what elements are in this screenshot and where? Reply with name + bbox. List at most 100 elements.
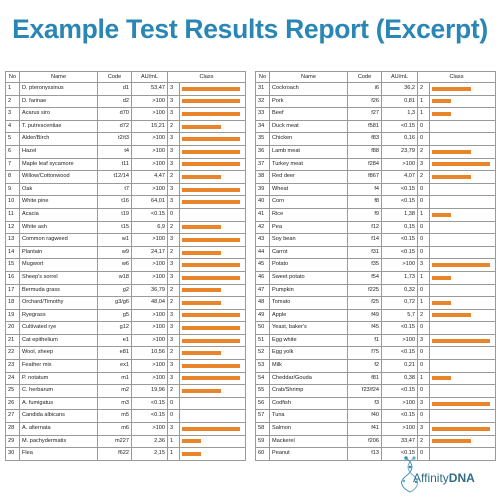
class-bar [182,275,240,280]
row-number: 5 [5,132,20,146]
class-value: 1 [417,296,430,310]
row-number: 54 [255,371,270,386]
row-number: 55 [255,384,270,398]
allergen-name: Willow/Cottonwood [19,170,98,184]
allergen-name: Apple [269,308,348,323]
au-value: >100 [131,157,168,172]
allergen-name: M. pachydermatis [19,434,98,449]
row-number: 50 [255,321,270,335]
row-number: 15 [5,258,20,272]
column-header-au: AU/mL [131,71,168,83]
au-value: 19,96 [131,384,168,398]
allergen-code: f83 [347,132,382,146]
class-value: 3 [167,308,180,323]
au-value: 24,17 [131,245,168,260]
au-value: 0,72 [381,296,418,310]
class-bar [182,313,240,318]
row-number: 36 [255,144,270,159]
au-value: 36,79 [131,283,168,298]
row-number: 13 [5,233,20,247]
class-value: 2 [167,119,180,134]
table-row: 38 Red deer f867 4,07 2 [255,170,496,184]
au-value: 2,15 [131,447,168,461]
row-number: 51 [255,333,270,348]
au-value: 0,32 [381,283,418,298]
allergen-code: f54 [347,270,382,285]
table-row: 20 Cultivated rye g12 >100 3 [5,321,246,335]
allergen-code: t15 [97,220,132,235]
allergen-name: A. alternata [19,422,98,436]
class-bar-cell [179,207,246,222]
class-bar-cell [179,296,246,310]
allergen-name: Common ragweed [19,233,98,247]
class-bar-cell [429,359,496,373]
allergen-code: f88 [347,144,382,159]
class-bar [182,225,221,230]
class-bar [432,86,471,91]
allergen-code: t16 [97,195,132,209]
dna-helix-icon [401,456,418,493]
au-value: 64,01 [131,195,168,209]
class-value: 1 [417,107,430,121]
table-row: 21 Cat epithelium e1 >100 3 [5,333,246,348]
allergen-code: t4 [97,144,132,159]
class-value: 2 [417,144,430,159]
allergen-name: Duck meat [269,119,348,134]
allergen-name: Wool, sheep [19,346,98,361]
allergen-name: T. putrescentiae [19,119,98,134]
row-number: 35 [255,132,270,146]
table-row: 19 Ryegrass g5 >100 3 [5,308,246,323]
class-bar-cell [179,82,246,96]
column-header-code: Code [97,71,132,83]
allergen-code: w1 [97,233,132,247]
allergen-code: f45 [347,321,382,335]
allergen-name: Crab/Shrimp [269,384,348,398]
table-row: 12 White ash t15 6,9 2 [5,220,246,235]
row-number: 17 [5,283,20,298]
table-row: 1 D. pteronyssinus d1 53,47 3 [5,82,246,96]
allergen-code: t19 [97,207,132,222]
allergen-name: White pine [19,195,98,209]
class-value: 0 [417,321,430,335]
results-body-left: 1 D. pteronyssinus d1 53,47 3 2 D. farinae d2 >1… [5,82,246,461]
row-number: 48 [255,296,270,310]
allergen-code: f225 [347,283,382,298]
allergen-code: e81 [97,346,132,361]
column-header-no: No [255,71,270,83]
row-number: 28 [5,422,20,436]
au-value: >100 [131,359,168,373]
au-value: 6,9 [131,220,168,235]
row-number: 26 [5,396,20,411]
table-row: 39 Wheat f4 <0.15 0 [255,182,496,197]
au-value: 48,04 [131,296,168,310]
row-number: 56 [255,396,270,411]
class-bar-cell [429,82,496,96]
class-bar-cell [429,119,496,134]
row-number: 10 [5,195,20,209]
au-value: >100 [131,144,168,159]
class-bar [432,174,471,179]
row-number: 47 [255,283,270,298]
class-bar-cell [429,94,496,109]
class-value: 2 [167,384,180,398]
logo-text-affinity: Affinity [413,471,449,485]
class-bar-cell [429,447,496,461]
allergen-code: ex1 [97,359,132,373]
table-row: 14 Plantain w9 24,17 2 [5,245,246,260]
allergen-code: t2/t3 [97,132,132,146]
allergen-name: Wheat [269,182,348,197]
class-value: 0 [417,346,430,361]
allergen-code: g12 [97,321,132,335]
row-number: 31 [255,82,270,96]
class-bar [182,288,221,293]
au-value: >100 [381,333,418,348]
row-number: 27 [5,409,20,424]
au-value: >100 [131,107,168,121]
class-value: 0 [417,182,430,197]
allergen-name: Oak [19,182,98,197]
row-number: 8 [5,170,20,184]
row-number: 23 [5,359,20,373]
table-row: 57 Tuna f40 <0.15 0 [255,409,496,424]
column-header-au: AU/mL [381,71,418,83]
allergen-code: f35 [347,258,382,272]
